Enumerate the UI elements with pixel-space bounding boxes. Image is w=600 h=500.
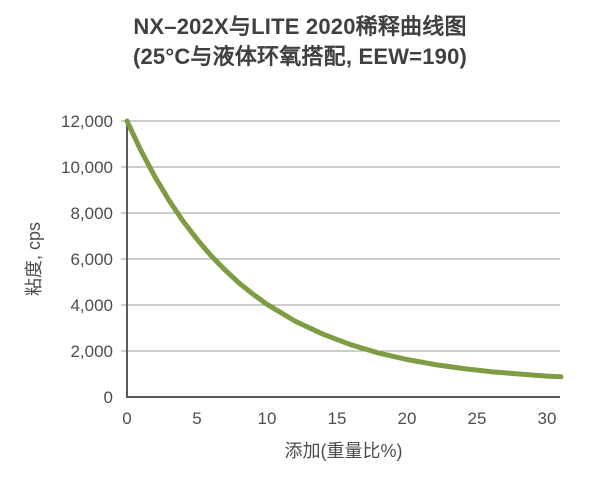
y-axis-label: 粘度, cps xyxy=(24,222,44,296)
x-tick-labels: 0 5 10 15 20 25 30 xyxy=(122,409,556,428)
x-tick-label: 20 xyxy=(398,409,417,428)
y-tick-label: 6,000 xyxy=(70,250,113,269)
y-tick-label: 0 xyxy=(104,388,113,407)
chart-title: NX–202X与LITE 2020稀释曲线图 xyxy=(133,14,467,39)
x-tick-label: 15 xyxy=(328,409,347,428)
y-tick-label: 4,000 xyxy=(70,296,113,315)
y-tick-label: 12,000 xyxy=(61,112,113,131)
y-tick-label: 8,000 xyxy=(70,204,113,223)
curve-group xyxy=(124,118,564,380)
x-tick-label: 30 xyxy=(538,409,557,428)
x-axis-label: 添加(重量比%) xyxy=(285,441,403,461)
dilution-curve xyxy=(124,118,564,380)
x-tick-label: 25 xyxy=(468,409,487,428)
x-tick-label: 0 xyxy=(122,409,131,428)
axes xyxy=(126,119,560,398)
chart-subtitle: (25°C与液体环氧搭配, EEW=190) xyxy=(132,44,468,69)
y-tick-labels: 0 2,000 4,000 6,000 8,000 10,000 12,000 xyxy=(61,112,113,407)
x-tick-label: 5 xyxy=(192,409,201,428)
gridlines xyxy=(121,120,560,352)
y-tick-label: 10,000 xyxy=(61,158,113,177)
x-tick-label: 10 xyxy=(258,409,277,428)
y-tick-label: 2,000 xyxy=(70,342,113,361)
chart-title-block: NX–202X与LITE 2020稀释曲线图 (25°C与液体环氧搭配, EEW… xyxy=(0,12,600,72)
